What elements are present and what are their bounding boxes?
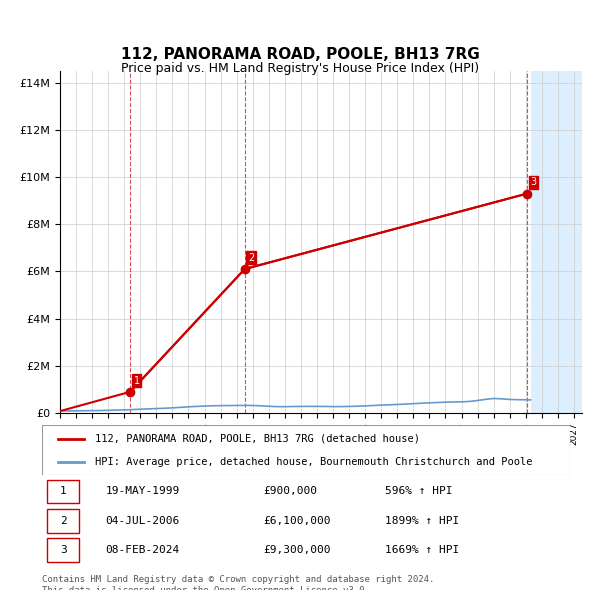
Text: £6,100,000: £6,100,000 (264, 516, 331, 526)
Text: Contains HM Land Registry data © Crown copyright and database right 2024.
This d: Contains HM Land Registry data © Crown c… (42, 575, 434, 590)
Text: 1: 1 (134, 375, 140, 385)
Text: 3: 3 (60, 545, 67, 555)
FancyBboxPatch shape (47, 509, 79, 533)
Text: 112, PANORAMA ROAD, POOLE, BH13 7RG: 112, PANORAMA ROAD, POOLE, BH13 7RG (121, 47, 479, 62)
Text: 596% ↑ HPI: 596% ↑ HPI (385, 486, 453, 496)
FancyBboxPatch shape (47, 480, 79, 503)
Text: 1: 1 (60, 486, 67, 496)
FancyBboxPatch shape (42, 425, 570, 475)
Text: 2: 2 (60, 516, 67, 526)
Text: 112, PANORAMA ROAD, POOLE, BH13 7RG (detached house): 112, PANORAMA ROAD, POOLE, BH13 7RG (det… (95, 434, 420, 444)
Text: 1669% ↑ HPI: 1669% ↑ HPI (385, 545, 460, 555)
Text: 08-FEB-2024: 08-FEB-2024 (106, 545, 179, 555)
Text: Price paid vs. HM Land Registry's House Price Index (HPI): Price paid vs. HM Land Registry's House … (121, 62, 479, 75)
FancyBboxPatch shape (47, 538, 79, 562)
Text: £900,000: £900,000 (264, 486, 318, 496)
Text: HPI: Average price, detached house, Bournemouth Christchurch and Poole: HPI: Average price, detached house, Bour… (95, 457, 532, 467)
Text: 3: 3 (530, 177, 537, 187)
Text: £9,300,000: £9,300,000 (264, 545, 331, 555)
Text: 1899% ↑ HPI: 1899% ↑ HPI (385, 516, 460, 526)
Bar (530, 71, 582, 413)
Text: 19-MAY-1999: 19-MAY-1999 (106, 486, 179, 496)
Text: 2: 2 (248, 253, 254, 263)
Text: 04-JUL-2006: 04-JUL-2006 (106, 516, 179, 526)
